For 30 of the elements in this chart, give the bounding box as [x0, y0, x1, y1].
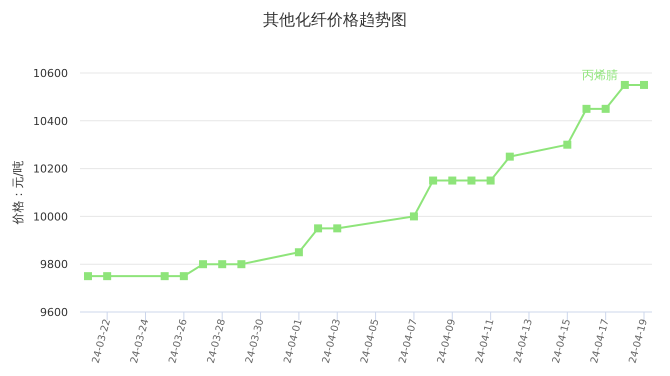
- y-tick-label: 10000: [33, 210, 68, 224]
- point: [294, 248, 303, 256]
- y-tick-label: 10400: [33, 114, 68, 128]
- chart-title: 其他化纤价格趋势图: [263, 10, 407, 29]
- point: [333, 224, 342, 232]
- point: [620, 80, 629, 89]
- point: [160, 272, 169, 280]
- point: [506, 152, 514, 161]
- point: [237, 260, 246, 268]
- point: [429, 176, 438, 185]
- y-tick-label: 10200: [33, 162, 68, 176]
- point: [180, 272, 188, 280]
- point: [84, 272, 92, 280]
- point: [410, 212, 418, 220]
- point: [448, 176, 456, 185]
- point: [218, 260, 226, 268]
- y-tick-label: 9600: [40, 306, 68, 319]
- point: [602, 104, 610, 113]
- point: [199, 260, 208, 268]
- point: [640, 80, 648, 89]
- y-tick-label: 9800: [40, 258, 68, 272]
- point: [314, 224, 322, 232]
- point: [582, 104, 590, 113]
- point: [103, 272, 112, 280]
- point: [486, 176, 495, 185]
- series-label: 丙烯腈: [582, 68, 618, 82]
- y-axis-title: 价格：元/吨: [11, 160, 25, 226]
- point: [563, 140, 572, 149]
- y-tick-label: 10600: [33, 67, 68, 80]
- point: [467, 176, 476, 185]
